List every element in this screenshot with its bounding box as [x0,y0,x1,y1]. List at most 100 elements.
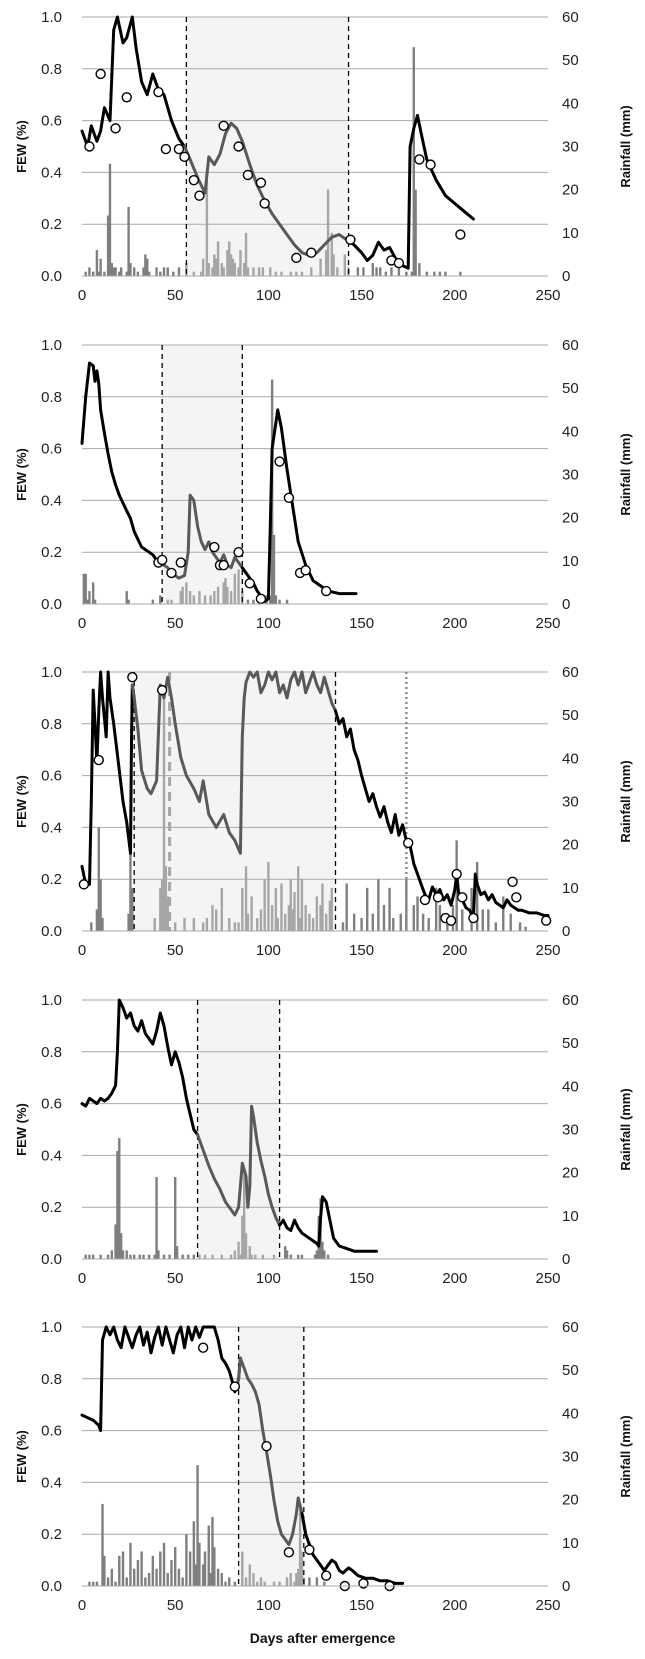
observed-point [233,547,244,558]
observed-point [511,892,522,903]
rainfall-bar [382,905,386,931]
x-tick-label: 250 [535,1270,560,1287]
rainfall-bar [390,267,393,276]
observed-point [229,1381,241,1392]
x-tick-label: 200 [442,615,467,632]
rainfall-bar [433,271,436,276]
y-right-tick-label: 30 [562,467,579,484]
rainfall-bar [166,896,169,931]
rainfall-bar [244,1233,248,1259]
rainfall-bar [127,913,130,931]
observed-point [304,1544,315,1555]
rainfall-bar [298,918,302,931]
y-right-tick-label: 50 [562,707,579,724]
rainfall-bar [183,918,186,931]
y-right-tick-label: 10 [562,880,579,897]
rainfall-bar [129,263,132,276]
rainfall-bar [142,267,145,276]
y-right-tick-label: 0 [562,923,570,940]
rainfall-bar [82,573,86,604]
x-tick-label: 150 [349,1597,374,1614]
rainfall-bar [224,1581,227,1586]
y-right-tick-label: 0 [562,1578,570,1595]
y-left-axis-title: FEW (%) [14,775,29,828]
observed-point [255,593,267,605]
observed-point [414,154,425,165]
rainfall-bar [298,1508,302,1586]
rainfall-bar [136,1560,140,1586]
rainfall-bar [170,1560,173,1586]
rainfall-bar [125,271,128,276]
y-left-tick-label: 1.0 [41,992,62,1009]
rainfall-bar [88,591,91,604]
rainfall-bar [330,887,333,931]
rainfall-bar [365,887,369,931]
rainfall-bar [153,1254,156,1259]
rainfall-bar [233,1250,237,1259]
y-left-tick-label: 1.0 [41,9,62,26]
rainfall-bar [261,267,265,276]
rainfall-bar [110,263,114,276]
panel-4: 0.0 0.2 0.4 0.6 0.8 1.0 0 10 20 30 40 50 60 0 50 100 150… [14,992,633,1287]
rainfall-bar [228,918,231,931]
y-right-tick-label: 50 [562,52,579,69]
rainfall-bar [412,905,415,931]
rainfall-bar [326,1254,330,1259]
x-tick-label: 250 [535,615,560,632]
y-right-axis-title: Rainfall (mm) [618,1415,633,1497]
rainfall-bar [257,267,261,276]
y-right-tick-label: 50 [562,1035,579,1052]
rainfall-bar [228,1577,231,1586]
y-left-tick-label: 0.4 [41,1474,62,1491]
observed-point [507,876,518,887]
rainfall-bar [392,918,395,931]
rainfall-bar [405,879,408,931]
y-right-tick-label: 40 [562,423,579,440]
rainfall-bar [289,1254,292,1259]
rainfall-bar [110,1250,114,1259]
observed-point [242,169,254,181]
rainfall-bar [114,1581,117,1586]
observed-point [291,252,302,264]
observed-point [179,151,190,163]
rainfall-bar [237,922,240,931]
observed-point [218,120,229,131]
rainfall-bar [276,918,279,931]
rainfall-bar [341,922,345,931]
y-right-axis-title: Rainfall (mm) [618,105,633,187]
rainfall-bar [254,1254,257,1259]
observed-point [283,1547,295,1558]
rainfall-bar [315,1577,319,1586]
rainfall-bar [280,271,283,276]
rainfall-bar [239,250,242,276]
rainfall-bar [132,1254,136,1259]
rainfall-bar [140,1551,143,1586]
rainfall-bar [278,1581,281,1586]
rainfall-bar [90,922,93,931]
x-tick-label: 150 [349,287,374,304]
rainfall-bar [237,1241,240,1259]
rainfall-bar [106,1577,110,1586]
rainfall-bar [192,918,196,931]
y-left-axis-title: FEW (%) [14,448,29,501]
rainfall-bar [215,258,218,276]
rainfall-bar [248,1246,251,1259]
rainfall-bar [125,591,128,604]
y-right-axis-title: Rainfall (mm) [618,1088,633,1170]
rainfall-bar [162,697,166,931]
observed-point [127,671,138,683]
y-left-tick-label: 0.2 [41,1526,62,1543]
observed-point [93,754,104,766]
rainfall-bar [319,258,322,276]
rainfall-bar [153,918,156,931]
rainfall-bar [166,599,169,604]
rainfall-bar [192,1521,196,1586]
rainfall-bar [185,582,188,604]
y-right-tick-label: 30 [562,139,579,156]
y-left-axis-title: FEW (%) [14,120,29,173]
y-left-tick-label: 0.4 [41,492,62,509]
rainfall-bar [246,913,250,931]
observed-point [259,198,270,209]
rainfall-bar [211,1254,214,1259]
